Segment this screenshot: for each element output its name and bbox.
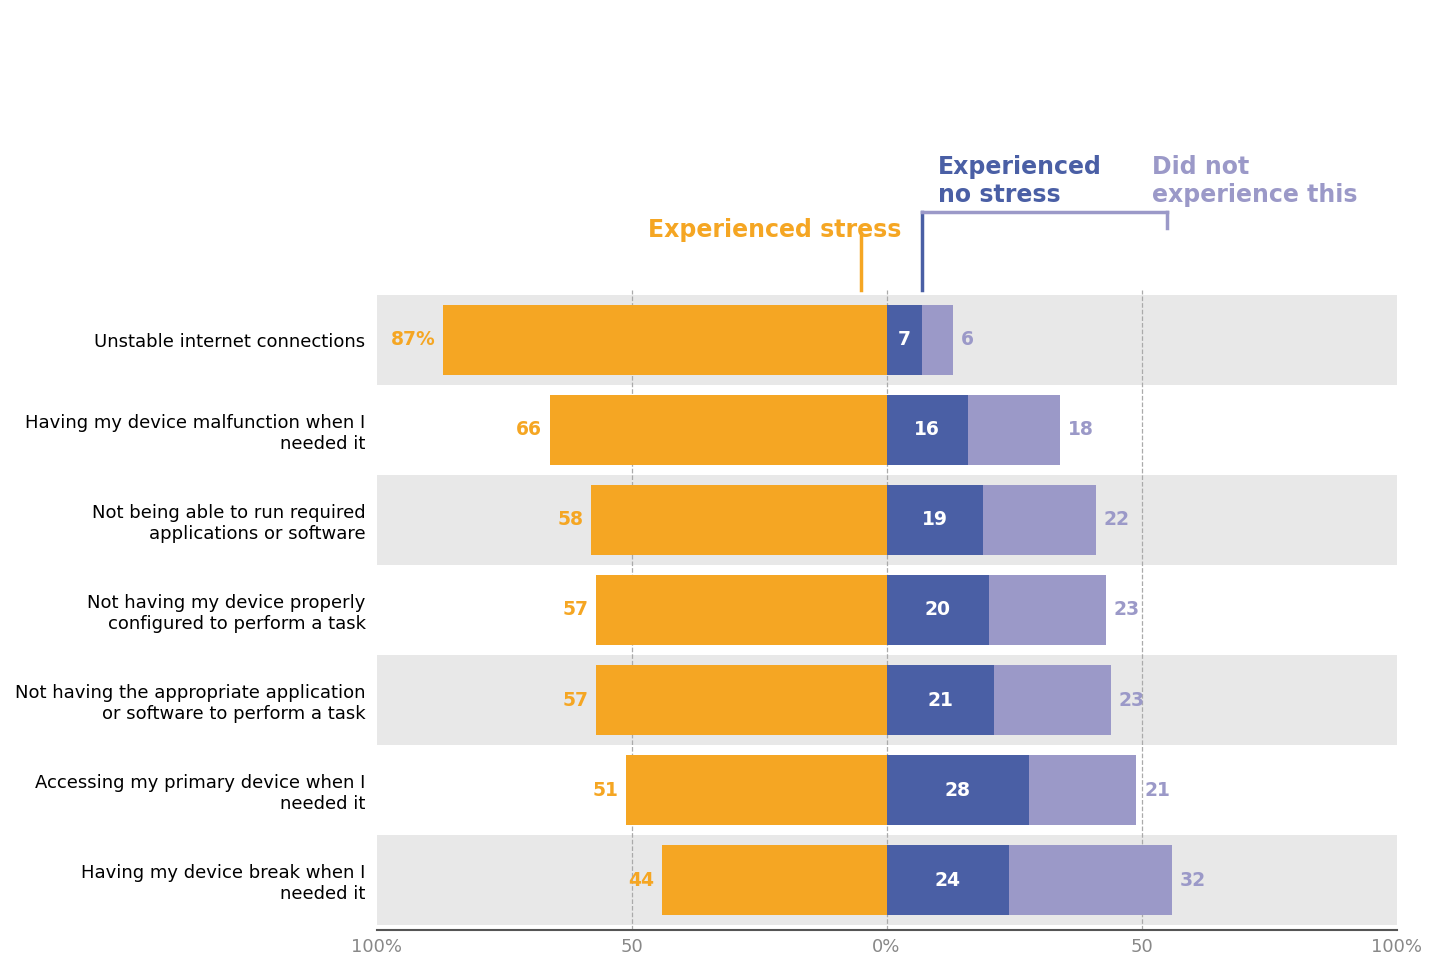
Bar [887, 575, 989, 645]
Text: 7: 7 [898, 330, 911, 350]
Bar [376, 745, 1397, 835]
Bar [887, 665, 993, 735]
Text: 57: 57 [562, 600, 588, 619]
Bar [596, 665, 887, 735]
Bar [376, 565, 1397, 655]
Bar [887, 394, 969, 465]
Text: 21: 21 [927, 690, 953, 710]
Text: 24: 24 [934, 871, 961, 889]
Bar [1009, 845, 1173, 916]
Text: 32: 32 [1180, 871, 1206, 889]
Text: 44: 44 [628, 871, 654, 889]
Text: 23: 23 [1118, 690, 1145, 710]
Text: 6: 6 [960, 330, 973, 350]
Bar [376, 385, 1397, 475]
Text: 18: 18 [1068, 420, 1094, 439]
Text: 19: 19 [923, 511, 948, 529]
Bar [887, 754, 1029, 825]
Text: 21: 21 [1144, 781, 1170, 799]
Bar [376, 475, 1397, 565]
Bar [550, 394, 887, 465]
Text: 51: 51 [593, 781, 619, 799]
Bar [662, 845, 887, 916]
Bar [596, 575, 887, 645]
Bar [376, 295, 1397, 385]
Bar [887, 845, 1009, 916]
Bar [1029, 754, 1137, 825]
Bar [376, 655, 1397, 745]
Bar [993, 665, 1111, 735]
Bar [887, 485, 983, 555]
Bar [989, 575, 1106, 645]
Bar [969, 394, 1061, 465]
Bar [376, 835, 1397, 925]
Bar [983, 485, 1095, 555]
Bar [591, 485, 887, 555]
Bar [627, 754, 887, 825]
Text: 57: 57 [562, 690, 588, 710]
Text: Experienced
no stress: Experienced no stress [937, 155, 1101, 207]
Text: 58: 58 [558, 511, 583, 529]
Text: 20: 20 [924, 600, 950, 619]
Bar [887, 305, 923, 375]
Text: 28: 28 [946, 781, 971, 799]
Text: 66: 66 [516, 420, 542, 439]
Text: 87%: 87% [391, 330, 435, 350]
Text: 22: 22 [1104, 511, 1129, 529]
Text: 16: 16 [914, 420, 940, 439]
Bar [443, 305, 887, 375]
Text: Did not
experience this: Did not experience this [1151, 155, 1357, 207]
Text: Experienced stress: Experienced stress [648, 218, 901, 243]
Bar [923, 305, 953, 375]
Text: 23: 23 [1114, 600, 1140, 619]
